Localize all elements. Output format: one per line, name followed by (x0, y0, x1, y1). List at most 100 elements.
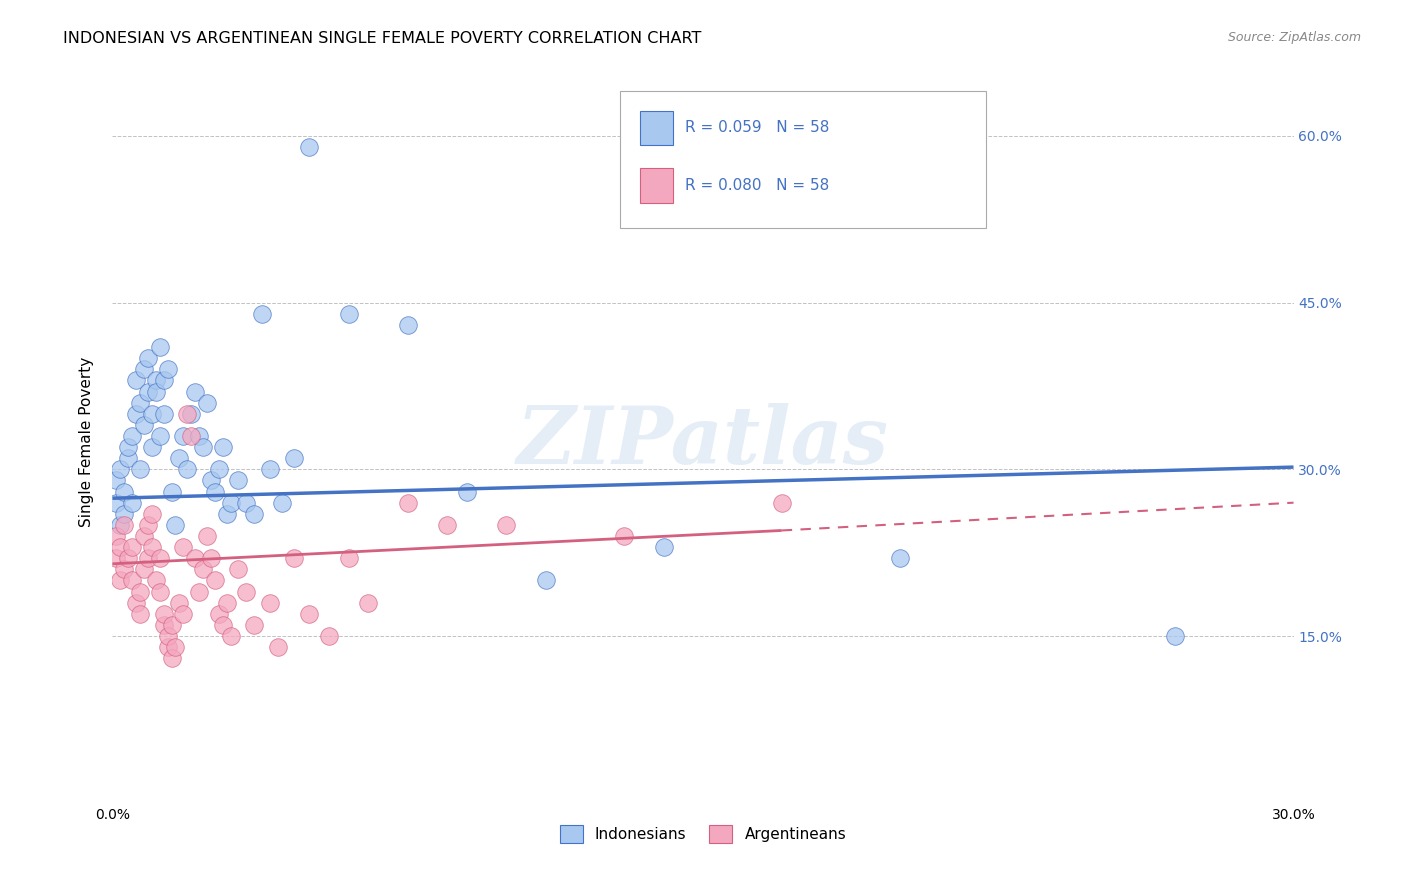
Point (172, 429, 194, 443)
Point (180, 429, 202, 443)
Point (149, 340, 172, 354)
Point (132, 417, 155, 432)
Point (267, 640, 290, 655)
Point (169, 451, 191, 466)
Point (121, 429, 143, 443)
Point (613, 529, 636, 543)
Point (243, 618, 266, 632)
Text: Source: ZipAtlas.com: Source: ZipAtlas.com (1227, 31, 1361, 45)
Point (149, 551, 172, 566)
Point (112, 484, 135, 499)
Point (204, 574, 226, 588)
Point (125, 407, 148, 421)
Point (112, 562, 135, 576)
Point (132, 562, 155, 576)
Point (145, 384, 167, 399)
Point (121, 574, 143, 588)
Point (136, 517, 159, 532)
Point (270, 496, 292, 510)
Point (298, 140, 321, 154)
Point (211, 440, 233, 454)
Point (495, 517, 517, 532)
Point (219, 629, 242, 643)
Point (110, 462, 132, 476)
Point (176, 407, 198, 421)
Point (456, 484, 478, 499)
Point (110, 574, 132, 588)
Point (117, 451, 139, 466)
Point (396, 496, 419, 510)
Point (228, 474, 250, 488)
Point (156, 362, 179, 376)
FancyBboxPatch shape (640, 111, 673, 145)
Point (125, 373, 148, 387)
Point (141, 507, 163, 521)
Point (283, 551, 305, 566)
Point (436, 517, 458, 532)
Point (337, 307, 360, 321)
Point (136, 351, 159, 366)
Point (117, 551, 139, 566)
Point (195, 395, 218, 409)
Point (188, 429, 211, 443)
Point (129, 395, 152, 409)
Point (152, 618, 174, 632)
Point (110, 540, 132, 554)
Point (149, 429, 172, 443)
Point (169, 596, 191, 610)
FancyBboxPatch shape (620, 91, 987, 228)
Point (188, 584, 211, 599)
Point (165, 517, 187, 532)
Point (105, 551, 128, 566)
Point (180, 407, 202, 421)
Point (204, 484, 226, 499)
Point (191, 440, 214, 454)
Point (184, 384, 207, 399)
Point (318, 629, 340, 643)
Point (770, 496, 793, 510)
Point (149, 584, 172, 599)
Point (152, 407, 174, 421)
Point (160, 651, 183, 665)
Point (160, 484, 183, 499)
Point (219, 496, 242, 510)
Point (195, 529, 218, 543)
Point (121, 540, 143, 554)
Point (132, 529, 155, 543)
Point (200, 551, 222, 566)
Point (337, 551, 360, 566)
Point (259, 596, 281, 610)
Point (156, 629, 179, 643)
Point (105, 496, 128, 510)
Point (165, 640, 187, 655)
Text: R = 0.080   N = 58: R = 0.080 N = 58 (685, 178, 830, 193)
Point (110, 517, 132, 532)
Point (112, 517, 135, 532)
Point (136, 384, 159, 399)
Point (117, 440, 139, 454)
Point (215, 596, 238, 610)
Point (357, 596, 380, 610)
Point (235, 496, 257, 510)
Point (211, 618, 233, 632)
Point (129, 584, 152, 599)
Point (200, 474, 222, 488)
Point (208, 607, 231, 621)
Point (136, 551, 159, 566)
Point (396, 318, 419, 332)
Point (105, 529, 128, 543)
Point (141, 440, 163, 454)
Point (172, 607, 194, 621)
Point (125, 596, 148, 610)
Point (141, 540, 163, 554)
Point (228, 562, 250, 576)
Y-axis label: Single Female Poverty: Single Female Poverty (79, 357, 94, 526)
Point (132, 362, 155, 376)
Point (889, 551, 911, 566)
Text: INDONESIAN VS ARGENTINEAN SINGLE FEMALE POVERTY CORRELATION CHART: INDONESIAN VS ARGENTINEAN SINGLE FEMALE … (63, 31, 702, 46)
Point (129, 462, 152, 476)
FancyBboxPatch shape (640, 169, 673, 203)
Point (259, 462, 281, 476)
Point (250, 307, 273, 321)
Point (145, 373, 167, 387)
